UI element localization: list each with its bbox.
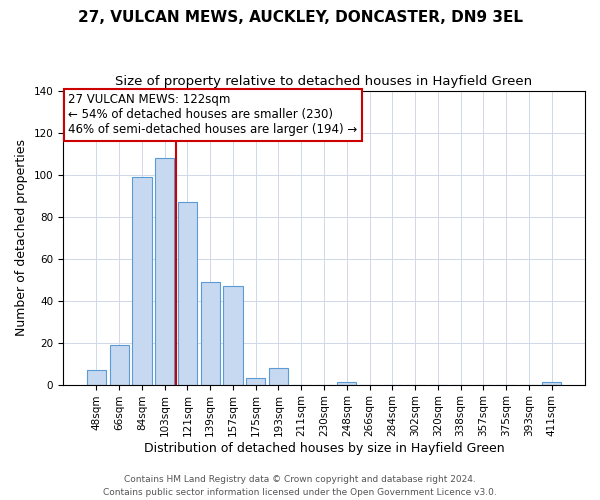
X-axis label: Distribution of detached houses by size in Hayfield Green: Distribution of detached houses by size … — [144, 442, 505, 455]
Y-axis label: Number of detached properties: Number of detached properties — [15, 139, 28, 336]
Bar — [155, 158, 175, 384]
Bar — [246, 378, 265, 384]
Text: 27, VULCAN MEWS, AUCKLEY, DONCASTER, DN9 3EL: 27, VULCAN MEWS, AUCKLEY, DONCASTER, DN9… — [77, 10, 523, 25]
Bar — [200, 282, 220, 385]
Bar — [110, 344, 129, 385]
Bar — [269, 368, 288, 384]
Bar — [87, 370, 106, 384]
Bar — [542, 382, 561, 384]
Text: Contains HM Land Registry data © Crown copyright and database right 2024.
Contai: Contains HM Land Registry data © Crown c… — [103, 476, 497, 497]
Text: 27 VULCAN MEWS: 122sqm
← 54% of detached houses are smaller (230)
46% of semi-de: 27 VULCAN MEWS: 122sqm ← 54% of detached… — [68, 94, 358, 136]
Bar — [337, 382, 356, 384]
Bar — [132, 176, 152, 384]
Bar — [178, 202, 197, 384]
Title: Size of property relative to detached houses in Hayfield Green: Size of property relative to detached ho… — [115, 75, 533, 88]
Bar — [223, 286, 242, 384]
